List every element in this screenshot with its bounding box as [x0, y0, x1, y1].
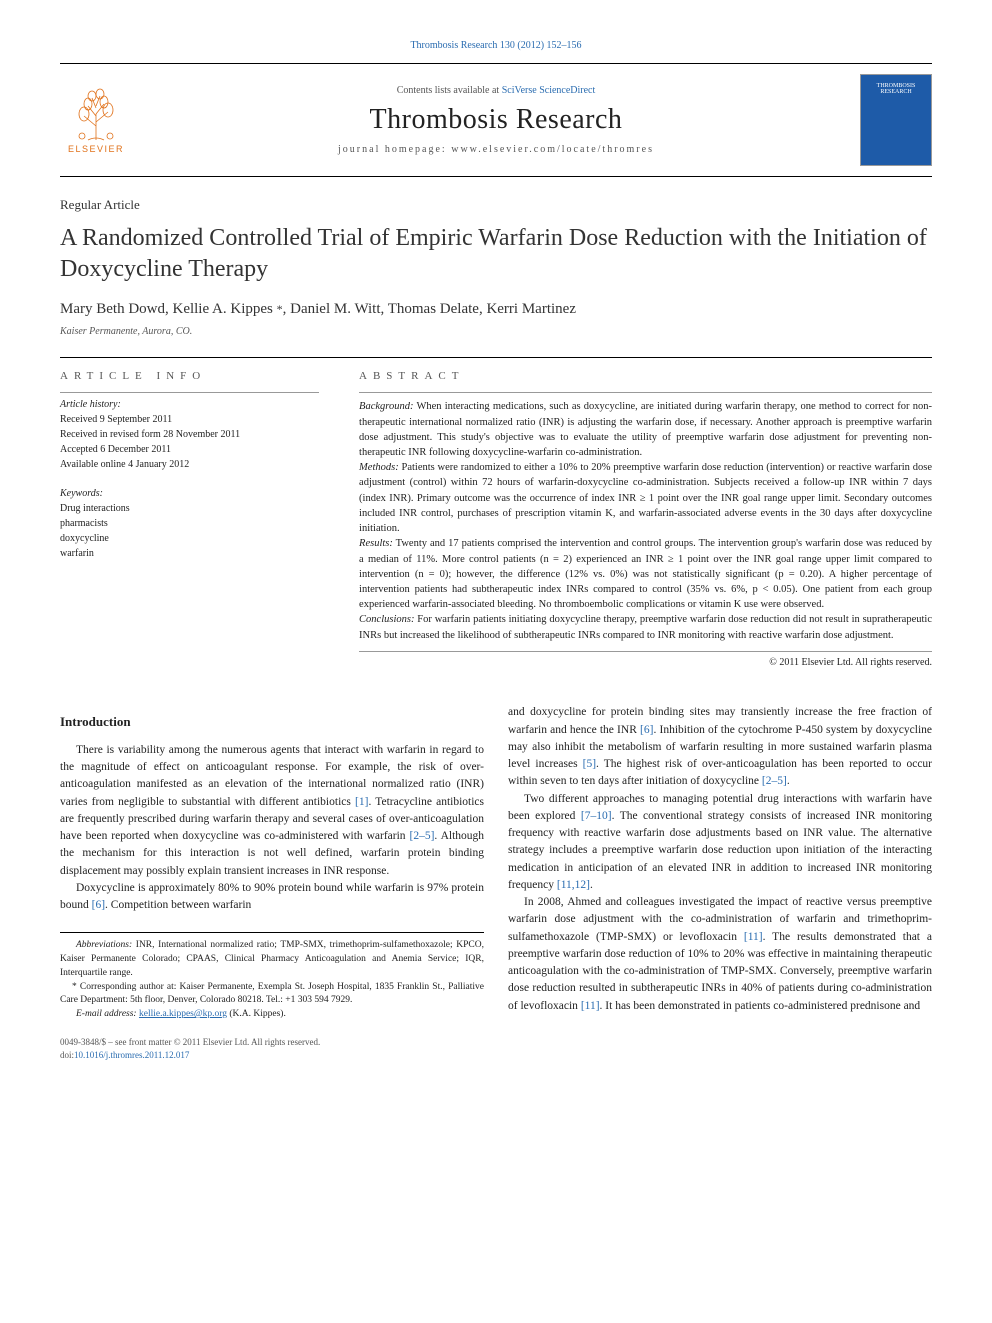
body-columns: Introduction There is variability among …	[60, 704, 932, 1063]
email-link[interactable]: kellie.a.kippes@kp.org	[139, 1009, 227, 1019]
abstract-conclusions-label: Conclusions:	[359, 614, 414, 625]
article-history-block: Article history: Received 9 September 20…	[60, 392, 319, 472]
introduction-heading: Introduction	[60, 712, 484, 732]
doi-line: doi:10.1016/j.thromres.2011.12.017	[60, 1049, 484, 1063]
abstract-results: Twenty and 17 patients comprised the int…	[359, 538, 932, 610]
journal-cover-thumbnail[interactable]: THROMBOSIS RESEARCH	[860, 74, 932, 166]
homepage-url[interactable]: www.elsevier.com/locate/thromres	[451, 144, 654, 155]
intro-paragraph: Two different approaches to managing pot…	[508, 791, 932, 895]
keyword: Drug interactions	[60, 501, 319, 516]
corr-text: Corresponding author at: Kaiser Permanen…	[60, 982, 484, 1006]
text: .	[590, 879, 593, 891]
text: .	[787, 775, 790, 787]
corresponding-footnote: * Corresponding author at: Kaiser Perman…	[60, 981, 484, 1009]
ref-link[interactable]: [11]	[581, 1000, 600, 1012]
email-label: E-mail address:	[76, 1009, 137, 1019]
homepage-line: journal homepage: www.elsevier.com/locat…	[132, 144, 860, 155]
keyword: doxycycline	[60, 531, 319, 546]
text: . It has been demonstrated in patients c…	[600, 1000, 921, 1012]
keyword: pharmacists	[60, 516, 319, 531]
keyword: warfarin	[60, 546, 319, 561]
elsevier-logo[interactable]: ELSEVIER	[60, 79, 132, 161]
doi-label: doi:	[60, 1050, 74, 1060]
history-line: Accepted 6 December 2011	[60, 442, 319, 457]
ref-link[interactable]: [5]	[583, 758, 596, 770]
abstract-results-label: Results:	[359, 538, 393, 549]
keywords-title: Keywords:	[60, 488, 319, 499]
article-title: A Randomized Controlled Trial of Empiric…	[60, 223, 932, 285]
history-line: Available online 4 January 2012	[60, 457, 319, 472]
contents-prefix: Contents lists available at	[397, 85, 502, 96]
history-title: Article history:	[60, 399, 319, 410]
ref-link[interactable]: [6]	[640, 724, 653, 736]
homepage-prefix: journal homepage:	[338, 144, 451, 155]
intro-paragraph: In 2008, Ahmed and colleagues investigat…	[508, 894, 932, 1015]
abstract-copyright: © 2011 Elsevier Ltd. All rights reserved…	[359, 651, 932, 671]
abstract-background: When interacting medications, such as do…	[359, 401, 932, 458]
intro-paragraph: and doxycycline for protein binding site…	[508, 704, 932, 790]
abstract-methods-label: Methods:	[359, 462, 399, 473]
abstract-background-label: Background:	[359, 401, 413, 412]
elsevier-wordmark: ELSEVIER	[68, 144, 124, 154]
ref-link[interactable]: [11,12]	[557, 879, 590, 891]
ref-link[interactable]: [1]	[355, 796, 368, 808]
abbreviations-footnote: Abbreviations: INR, International normal…	[60, 939, 484, 980]
journal-header: ELSEVIER Contents lists available at Sci…	[60, 63, 932, 177]
abstract-methods: Patients were randomized to either a 10%…	[359, 462, 932, 534]
authors-part1: Mary Beth Dowd, Kellie A. Kippes	[60, 301, 277, 317]
email-who: (K.A. Kippes).	[227, 1009, 286, 1019]
abstract-body: Background: When interacting medications…	[359, 392, 932, 670]
doi-link[interactable]: 10.1016/j.thromres.2011.12.017	[74, 1050, 189, 1060]
header-citation[interactable]: Thrombosis Research 130 (2012) 152–156	[60, 40, 932, 51]
journal-name: Thrombosis Research	[132, 104, 860, 136]
intro-paragraph: There is variability among the numerous …	[60, 742, 484, 880]
column-left: Introduction There is variability among …	[60, 704, 484, 1063]
cover-thumb-title: THROMBOSIS RESEARCH	[861, 75, 931, 95]
abstract-heading: ABSTRACT	[359, 370, 932, 382]
header-center: Contents lists available at SciVerse Sci…	[132, 85, 860, 155]
front-matter-line: 0049-3848/$ – see front matter © 2011 El…	[60, 1036, 484, 1050]
article-type: Regular Article	[60, 197, 932, 213]
sciencedirect-link[interactable]: SciVerse ScienceDirect	[502, 85, 596, 96]
contents-line: Contents lists available at SciVerse Sci…	[132, 85, 860, 96]
ref-link[interactable]: [2–5]	[409, 830, 434, 842]
info-abstract-row: ARTICLE INFO Article history: Received 9…	[60, 357, 932, 682]
authors-part2: , Daniel M. Witt, Thomas Delate, Kerri M…	[283, 301, 576, 317]
text: . Competition between warfarin	[105, 899, 251, 911]
ref-link[interactable]: [11]	[744, 931, 763, 943]
history-line: Received in revised form 28 November 201…	[60, 427, 319, 442]
keywords-block: Keywords: Drug interactions pharmacists …	[60, 482, 319, 561]
article-info-heading: ARTICLE INFO	[60, 370, 319, 382]
article-info-panel: ARTICLE INFO Article history: Received 9…	[60, 358, 339, 682]
affiliation: Kaiser Permanente, Aurora, CO.	[60, 326, 932, 337]
history-line: Received 9 September 2011	[60, 412, 319, 427]
footer: 0049-3848/$ – see front matter © 2011 El…	[60, 1036, 484, 1063]
ref-link[interactable]: [6]	[92, 899, 105, 911]
email-footnote: E-mail address: kellie.a.kippes@kp.org (…	[60, 1008, 484, 1022]
abbrev-label: Abbreviations:	[76, 940, 132, 950]
column-right: and doxycycline for protein binding site…	[508, 704, 932, 1063]
elsevier-tree-icon	[70, 86, 122, 142]
abstract-panel: ABSTRACT Background: When interacting me…	[339, 358, 932, 682]
ref-link[interactable]: [2–5]	[762, 775, 787, 787]
ref-link[interactable]: [7–10]	[581, 810, 612, 822]
footnotes: Abbreviations: INR, International normal…	[60, 932, 484, 1022]
abstract-conclusions: For warfarin patients initiating doxycyc…	[359, 614, 932, 640]
authors-line: Mary Beth Dowd, Kellie A. Kippes *, Dani…	[60, 301, 932, 318]
intro-paragraph: Doxycycline is approximately 80% to 90% …	[60, 880, 484, 915]
